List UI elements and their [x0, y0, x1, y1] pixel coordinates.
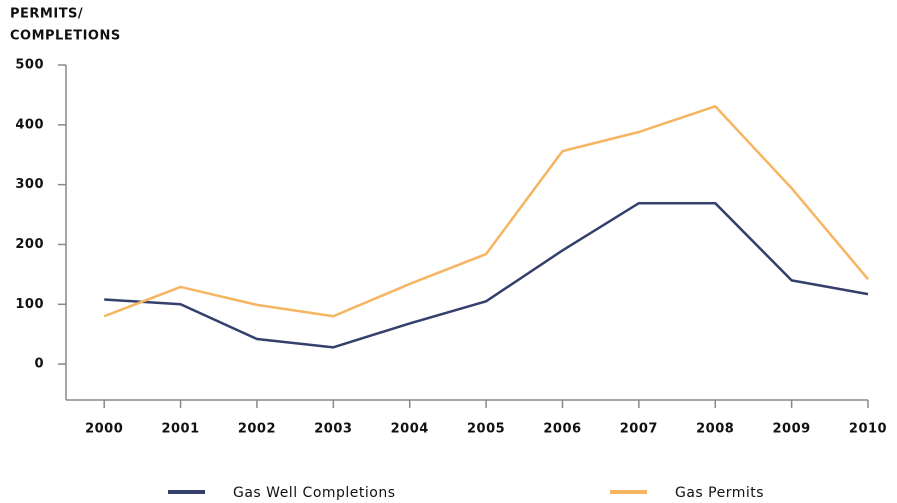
x-tick-label: 2004 — [391, 422, 429, 437]
y-tick-label: 100 — [15, 297, 44, 312]
x-tick-label: 2006 — [543, 422, 581, 437]
x-tick-label: 2008 — [696, 422, 734, 437]
legend-label: Gas Well Completions — [233, 485, 396, 501]
x-tick-label: 2003 — [314, 422, 352, 437]
y-tick-label: 300 — [15, 177, 44, 192]
x-tick-label: 2000 — [85, 422, 123, 437]
x-tick-label: 2002 — [238, 422, 276, 437]
y-tick-label: 400 — [15, 117, 44, 132]
y-tick-label: 200 — [15, 237, 44, 252]
x-tick-label: 2009 — [773, 422, 811, 437]
x-tick-label: 2010 — [849, 422, 887, 437]
x-tick-label: 2001 — [161, 422, 199, 437]
y-tick-label: 0 — [34, 357, 44, 372]
y-axis-label: PERMITS/ — [10, 7, 83, 22]
y-axis-label: COMPLETIONS — [10, 29, 121, 44]
series-line — [104, 201, 869, 349]
series-line — [103, 105, 869, 318]
legend-label: Gas Permits — [675, 485, 764, 501]
x-tick-label: 2007 — [620, 422, 658, 437]
y-tick-label: 500 — [15, 58, 44, 73]
x-tick-label: 2005 — [467, 422, 505, 437]
